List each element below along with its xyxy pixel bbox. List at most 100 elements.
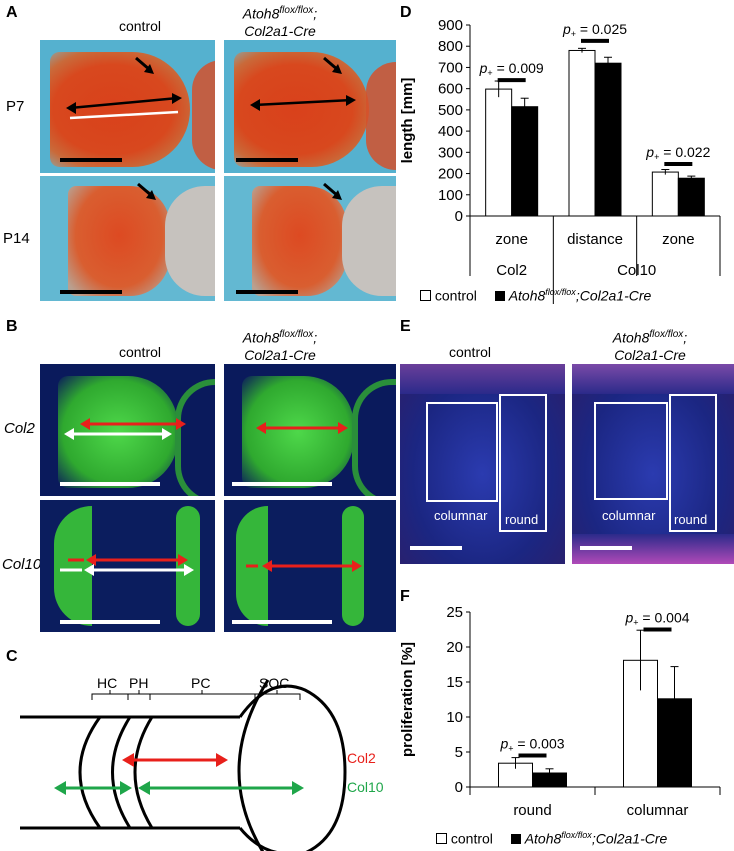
panel-e-mutant-header: Atoh8flox/flox; Col2a1-Cre <box>590 326 710 364</box>
panel-a-row-p7: P7 <box>6 98 25 115</box>
panel-b-arrows-control-col2 <box>64 418 186 440</box>
panel-d-legend: control Atoh8flox/flox;Col2a1-Cre <box>420 287 651 304</box>
panel-b-arrows-control-col10 <box>60 554 194 576</box>
mutant-gene: Atoh8 <box>242 5 280 22</box>
panel-d-letter: D <box>400 4 412 21</box>
panel-a-mutant-header: Atoh8flox/flox; Col2a1-Cre <box>220 2 340 40</box>
group-label: Col2 <box>496 262 527 279</box>
scale-bar <box>60 620 160 624</box>
panel-c-letter: C <box>6 648 18 665</box>
p-value-label: p+ = 0.004 <box>624 610 689 628</box>
legend-mutant-sup: flox/flox <box>545 287 576 297</box>
bar-mutant <box>511 106 539 217</box>
panel-b-row-col10: Col10 <box>2 556 42 573</box>
y-tick-label: 500 <box>438 102 463 119</box>
mutant-gene: Atoh8 <box>242 329 280 346</box>
box-label-round: round <box>674 512 708 527</box>
x-category-label: round <box>513 802 551 819</box>
box-round <box>669 394 717 532</box>
scale-bar <box>60 290 122 294</box>
arrow-label-col10: Col10 <box>347 779 384 795</box>
panel-e-control-header: control <box>448 344 492 360</box>
legend-label-control: control <box>450 830 493 847</box>
mutant-sup: flox/flox <box>279 329 314 340</box>
x-category-label: zone <box>662 231 695 248</box>
panel-a-arrows-control-p7 <box>66 56 182 120</box>
legend-mutant-gene: Atoh8 <box>524 830 562 847</box>
x-category-label: distance <box>567 231 623 248</box>
y-tick-label: 900 <box>438 17 463 34</box>
y-tick-label: 400 <box>438 123 463 140</box>
box-label-columnar: columnar <box>602 508 656 523</box>
mutant-sep: ; <box>683 329 688 346</box>
box-columnar <box>594 402 668 500</box>
zone-label-hc: HC <box>97 675 118 691</box>
y-tick-label: 5 <box>455 744 463 761</box>
scale-bar <box>236 158 298 162</box>
y-tick-label: 100 <box>438 187 463 204</box>
panel-b-arrows-mutant-col10 <box>246 560 362 572</box>
panel-a-arrow-mutant-p14 <box>323 182 342 200</box>
y-tick-label: 20 <box>446 639 463 656</box>
panel-f-legend: control Atoh8flox/flox;Col2a1-Cre <box>436 830 667 847</box>
zone-label-soc: SOC <box>259 675 290 691</box>
bar-control <box>485 88 513 217</box>
box-label-round: round <box>505 512 539 527</box>
panel-f-chart: 0 5 10 15 20 25 proliferation [%] round columnar… <box>400 604 721 819</box>
y-tick-label: 0 <box>455 779 463 796</box>
legend-swatch-control <box>420 289 431 301</box>
panel-b-photo-mutant-col2 <box>224 364 396 496</box>
legend-swatch-control <box>436 832 447 844</box>
legend-swatch-mutant <box>510 833 521 844</box>
panel-b-photo-control-col10 <box>40 500 215 632</box>
bar-mutant <box>677 177 705 217</box>
group-label: Col10 <box>617 262 656 279</box>
scale-bar <box>236 290 298 294</box>
mutant-sup: flox/flox <box>649 329 684 340</box>
panel-b-mutant-header: Atoh8flox/flox; Col2a1-Cre <box>220 326 340 364</box>
p-value-label: p+ = 0.025 <box>562 21 627 39</box>
y-axis-label: length [mm] <box>400 78 416 164</box>
mutant-gene: Atoh8 <box>612 329 650 346</box>
y-tick-label: 600 <box>438 81 463 98</box>
p-value-label: p+ = 0.003 <box>499 736 564 754</box>
box-columnar <box>426 402 498 502</box>
scale-bar <box>410 546 462 550</box>
panel-b-photo-mutant-col10 <box>224 500 396 632</box>
p-value-label: p+ = 0.009 <box>479 60 544 78</box>
legend-mutant-gene: Atoh8 <box>508 287 546 304</box>
legend-mutant-rest: ;Col2a1-Cre <box>575 287 652 304</box>
panel-b-photo-control-col2 <box>40 364 215 496</box>
panel-c-schematic <box>20 679 347 851</box>
scale-bar <box>232 620 332 624</box>
legend-swatch-mutant <box>494 290 505 301</box>
bar-control <box>651 171 679 217</box>
y-tick-label: 300 <box>438 144 463 161</box>
mutant-cre: Col2a1-Cre <box>244 346 316 363</box>
y-axis-label: proliferation [%] <box>400 642 416 757</box>
panel-e-photo-mutant <box>572 364 734 564</box>
panel-b-arrows-mutant-col2 <box>256 422 348 434</box>
panel-d-chart: 0 100 200 300 400 500 600 700 800 900 length [mm] z… <box>400 17 721 304</box>
box-round <box>499 394 547 532</box>
y-tick-label: 800 <box>438 38 463 55</box>
y-tick-label: 15 <box>446 674 463 691</box>
legend-mutant-sup: flox/flox <box>561 830 592 840</box>
scale-bar <box>60 158 122 162</box>
panel-a-photo-mutant-p7 <box>224 40 396 173</box>
legend-label-control: control <box>434 287 477 304</box>
panel-b-row-col2: Col2 <box>4 420 35 437</box>
p-value-label: p+ = 0.022 <box>645 144 710 162</box>
mutant-cre: Col2a1-Cre <box>244 22 316 39</box>
mutant-cre: Col2a1-Cre <box>614 346 686 363</box>
y-tick-label: 25 <box>446 604 463 621</box>
panel-a-photo-mutant-p14 <box>224 176 396 301</box>
panel-b-control-header: control <box>118 344 162 360</box>
zone-label-pc: PC <box>191 675 211 691</box>
scale-bar <box>232 482 332 486</box>
panel-e-letter: E <box>400 318 411 335</box>
panel-a-photo-control-p14 <box>40 176 215 301</box>
box-label-columnar: columnar <box>434 508 488 523</box>
y-tick-label: 200 <box>438 166 463 183</box>
legend-mutant-rest: ;Col2a1-Cre <box>591 830 668 847</box>
